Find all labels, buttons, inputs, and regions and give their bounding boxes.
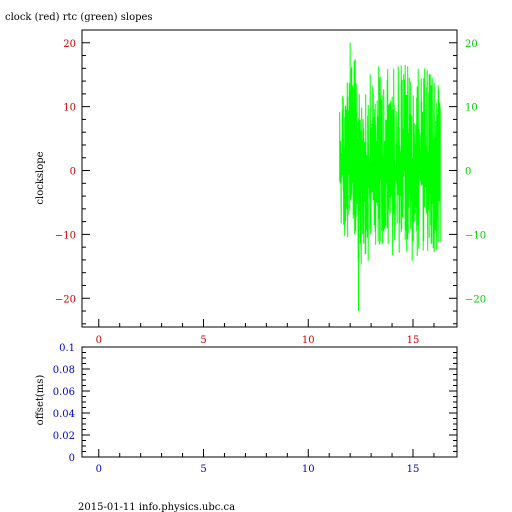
top-right-y-tick-label: 10 xyxy=(465,103,478,114)
top-x-tick-label: 0 xyxy=(96,335,102,346)
top-right-y-ticks: −20 −10 0 10 20 xyxy=(449,29,486,325)
top-right-y-tick-label: 0 xyxy=(465,167,471,178)
top-right-y-tick-label: −10 xyxy=(465,230,486,241)
bottom-x-tick-label: 0 xyxy=(96,464,102,475)
chart-title: clock (red) rtc (green) slopes xyxy=(5,12,153,23)
top-left-y-tick-label: 20 xyxy=(63,39,76,50)
bottom-y-ticks: 0 0.02 0.04 0.06 0.08 0.1 xyxy=(53,343,457,464)
top-left-y-tick-label: 10 xyxy=(63,103,76,114)
top-y-axis-label: clockslope xyxy=(35,151,46,204)
rtc-slope-line xyxy=(339,59,441,265)
top-x-tick-labels: 0 5 10 15 xyxy=(96,335,420,346)
top-right-y-tick-label: 20 xyxy=(465,39,478,50)
footer-text: 2015-01-11 info.physics.ubc.ca xyxy=(78,502,235,512)
top-plot-frame xyxy=(81,29,458,328)
rtc-slope-series xyxy=(339,42,441,312)
bottom-x-tick-label: 5 xyxy=(200,464,206,475)
bottom-x-ticks xyxy=(98,449,435,457)
top-x-tick-label: 10 xyxy=(302,335,315,346)
bottom-x-tick-label: 15 xyxy=(407,464,420,475)
bottom-y-tick-label: 0.08 xyxy=(53,365,75,376)
bottom-plot-frame xyxy=(81,346,458,458)
top-right-y-tick-label: −20 xyxy=(465,294,486,305)
bottom-x-tick-label: 10 xyxy=(302,464,315,475)
bottom-y-tick-label: 0.02 xyxy=(53,431,75,442)
top-x-tick-label: 5 xyxy=(200,335,206,346)
top-x-ticks xyxy=(98,319,435,327)
top-left-y-tick-label: −10 xyxy=(55,230,76,241)
bottom-y-tick-label: 0.1 xyxy=(59,343,75,354)
bottom-y-axis-label: offset(ms) xyxy=(35,375,46,426)
top-x-tick-label: 15 xyxy=(407,335,420,346)
bottom-y-tick-label: 0 xyxy=(69,453,75,464)
top-left-y-tick-label: −20 xyxy=(55,294,76,305)
bottom-y-tick-label: 0.06 xyxy=(53,387,75,398)
top-left-y-ticks: −20 −10 0 10 20 xyxy=(55,29,90,325)
bottom-y-tick-label: 0.04 xyxy=(53,409,75,420)
top-left-y-tick-label: 0 xyxy=(70,167,76,178)
bottom-x-tick-labels: 0 5 10 15 xyxy=(96,464,420,475)
